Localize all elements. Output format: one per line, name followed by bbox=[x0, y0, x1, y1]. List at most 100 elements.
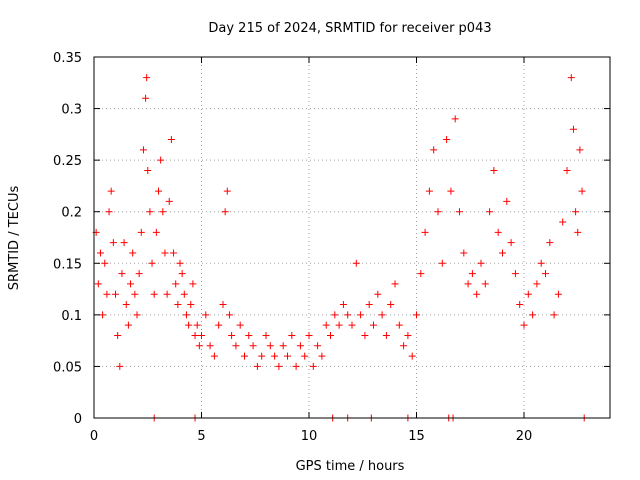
data-point bbox=[357, 311, 365, 319]
data-point bbox=[425, 187, 433, 195]
data-point bbox=[182, 311, 190, 319]
data-point bbox=[129, 249, 137, 257]
data-point bbox=[223, 187, 231, 195]
data-point bbox=[395, 321, 403, 329]
data-point bbox=[546, 239, 554, 247]
chart-title: Day 215 of 2024, SRMTID for receiver p04… bbox=[208, 21, 491, 36]
data-point bbox=[279, 342, 287, 350]
data-point bbox=[150, 290, 158, 298]
data-point bbox=[157, 156, 165, 164]
data-point bbox=[170, 249, 178, 257]
data-point bbox=[511, 270, 519, 278]
data-point bbox=[202, 311, 210, 319]
data-point bbox=[120, 239, 128, 247]
data-point bbox=[198, 331, 205, 339]
data-point bbox=[101, 259, 109, 267]
data-point bbox=[180, 290, 188, 298]
data-point bbox=[352, 259, 360, 267]
data-point bbox=[292, 362, 300, 370]
data-point bbox=[225, 311, 233, 319]
data-point bbox=[529, 311, 537, 319]
data-point bbox=[161, 249, 169, 257]
data-point bbox=[228, 331, 236, 339]
data-point bbox=[499, 249, 506, 257]
data-point bbox=[314, 342, 322, 350]
data-point bbox=[284, 352, 291, 360]
x-tick-label: 15 bbox=[408, 429, 425, 444]
data-point bbox=[215, 321, 223, 329]
data-point bbox=[344, 311, 352, 319]
data-point bbox=[112, 290, 119, 298]
data-point bbox=[576, 146, 584, 154]
data-point bbox=[167, 136, 175, 144]
data-point bbox=[460, 249, 468, 257]
grid bbox=[94, 57, 610, 418]
data-point bbox=[131, 290, 139, 298]
data-point bbox=[434, 208, 442, 216]
data-point bbox=[155, 187, 162, 195]
data-point bbox=[172, 280, 180, 288]
data-point bbox=[574, 228, 582, 236]
data-points bbox=[92, 74, 588, 422]
data-point bbox=[318, 352, 326, 360]
data-point bbox=[258, 352, 266, 360]
data-point bbox=[118, 270, 126, 278]
y-tick-label: 0.1 bbox=[61, 309, 82, 324]
y-axis-label: SRMTID / TECUs bbox=[7, 186, 22, 291]
data-point bbox=[245, 331, 253, 339]
data-point bbox=[146, 208, 154, 216]
plot-frame bbox=[93, 56, 611, 419]
data-point bbox=[193, 321, 201, 329]
data-point bbox=[382, 331, 390, 339]
data-point bbox=[404, 331, 412, 339]
axis-ticks bbox=[93, 56, 610, 419]
data-point bbox=[262, 331, 270, 339]
data-point bbox=[464, 280, 472, 288]
data-point bbox=[241, 352, 248, 360]
data-point bbox=[486, 208, 494, 216]
data-point bbox=[542, 270, 549, 278]
data-point bbox=[266, 342, 274, 350]
data-point bbox=[191, 331, 199, 339]
data-point bbox=[572, 208, 580, 216]
data-point bbox=[391, 280, 399, 288]
data-point bbox=[438, 259, 446, 267]
data-point bbox=[569, 125, 577, 133]
data-point bbox=[451, 115, 459, 123]
data-point bbox=[473, 290, 481, 298]
data-point bbox=[275, 362, 283, 370]
data-point bbox=[143, 74, 151, 82]
data-point bbox=[210, 352, 218, 360]
data-point bbox=[107, 187, 115, 195]
data-point bbox=[430, 146, 438, 154]
data-point bbox=[550, 311, 558, 319]
data-point bbox=[447, 187, 455, 195]
data-point bbox=[322, 321, 330, 329]
data-point bbox=[456, 208, 463, 216]
data-point bbox=[185, 321, 193, 329]
data-point bbox=[327, 331, 334, 339]
data-point bbox=[159, 208, 167, 216]
data-point bbox=[296, 342, 304, 350]
data-point bbox=[163, 290, 171, 298]
data-point bbox=[400, 342, 408, 350]
data-point bbox=[127, 280, 135, 288]
data-point bbox=[516, 301, 524, 309]
data-point bbox=[99, 311, 107, 319]
data-point bbox=[124, 321, 132, 329]
data-point bbox=[468, 270, 476, 278]
data-point bbox=[537, 259, 545, 267]
data-point bbox=[133, 311, 141, 319]
tick-labels: 0 5 10 15 20 0 0.05 0.1 0.15 0.2 0.25 0.3 0.35 bbox=[53, 51, 532, 444]
x-tick-label: 20 bbox=[516, 429, 533, 444]
data-point bbox=[105, 208, 113, 216]
data-point bbox=[309, 362, 317, 370]
x-axis-label: GPS time / hours bbox=[296, 459, 405, 474]
data-point bbox=[271, 352, 279, 360]
data-point bbox=[490, 166, 498, 174]
data-point bbox=[520, 321, 528, 329]
data-point bbox=[417, 270, 425, 278]
data-point bbox=[481, 280, 489, 288]
data-point bbox=[554, 290, 562, 298]
data-point bbox=[187, 301, 195, 309]
